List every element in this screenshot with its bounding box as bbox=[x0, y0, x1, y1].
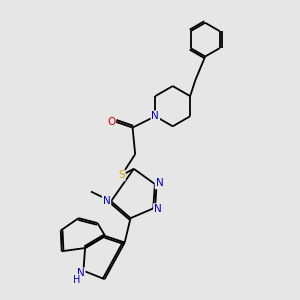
Text: N: N bbox=[77, 268, 85, 278]
Text: N: N bbox=[154, 204, 162, 214]
Text: S: S bbox=[118, 170, 125, 180]
Text: H: H bbox=[73, 275, 80, 285]
Text: N: N bbox=[103, 196, 110, 206]
Text: N: N bbox=[152, 111, 159, 121]
Text: O: O bbox=[107, 117, 115, 127]
Text: N: N bbox=[155, 178, 163, 188]
